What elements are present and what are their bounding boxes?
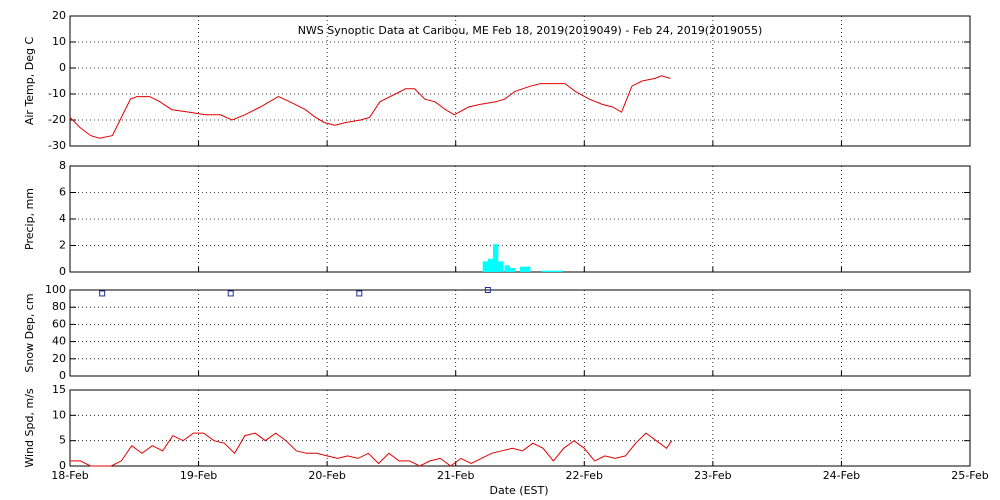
y-tick-label: 8 xyxy=(59,159,66,172)
y-tick-label: 2 xyxy=(59,239,66,252)
y-tick-label: 10 xyxy=(52,35,66,48)
bar xyxy=(482,261,489,272)
x-tick-label: 22-Feb xyxy=(566,469,603,482)
y-axis-label: Wind Spd, m/s xyxy=(23,388,36,468)
y-axis-label: Precip, mm xyxy=(23,188,36,250)
bar xyxy=(509,268,516,272)
y-tick-label: 60 xyxy=(52,317,66,330)
point xyxy=(356,290,363,297)
y-tick-label: 5 xyxy=(59,434,66,447)
x-tick-label: 24-Feb xyxy=(823,469,860,482)
y-tick-label: 0 xyxy=(59,265,66,278)
x-tick-label: 19-Feb xyxy=(180,469,217,482)
x-tick-label: 21-Feb xyxy=(437,469,474,482)
x-tick-label: 25-Feb xyxy=(951,469,988,482)
point xyxy=(99,290,106,297)
y-tick-label: -20 xyxy=(48,113,66,126)
y-tick-label: 10 xyxy=(52,408,66,421)
x-tick-label: 23-Feb xyxy=(694,469,731,482)
y-tick-label: 0 xyxy=(59,61,66,74)
point xyxy=(484,287,491,293)
point xyxy=(227,290,234,297)
y-tick-label: 15 xyxy=(52,383,66,396)
plot-frame xyxy=(69,289,971,377)
bar xyxy=(541,270,548,272)
bar xyxy=(557,270,563,272)
bar xyxy=(504,265,510,272)
chart-title: NWS Synoptic Data at Caribou, ME Feb 18,… xyxy=(298,24,763,37)
y-axis-label: Snow Dep, cm xyxy=(23,293,36,372)
bar xyxy=(525,266,531,272)
bar xyxy=(547,270,553,272)
bar xyxy=(498,261,504,272)
y-tick-label: -10 xyxy=(48,87,66,100)
y-tick-label: 100 xyxy=(45,283,66,296)
y-tick-label: 0 xyxy=(59,369,66,382)
y-axis-label: Air Temp, Deg C xyxy=(23,37,36,126)
y-tick-label: 20 xyxy=(52,9,66,22)
data-line xyxy=(70,432,673,467)
y-tick-label: 4 xyxy=(59,212,66,225)
bar xyxy=(552,270,558,272)
bar xyxy=(520,266,526,272)
bar xyxy=(493,244,499,272)
y-tick-label: 80 xyxy=(52,300,66,313)
y-tick-label: 40 xyxy=(52,335,66,348)
y-tick-label: 0 xyxy=(59,459,66,472)
bar xyxy=(487,258,494,272)
data-line xyxy=(69,75,671,139)
y-tick-label: -30 xyxy=(48,139,66,152)
x-tick-label: 20-Feb xyxy=(308,469,345,482)
y-tick-label: 20 xyxy=(52,352,66,365)
plot-frame xyxy=(69,389,971,467)
x-tick-label: 18-Feb xyxy=(51,469,88,482)
y-tick-label: 6 xyxy=(59,186,66,199)
x-axis-label: Date (EST) xyxy=(489,484,548,497)
